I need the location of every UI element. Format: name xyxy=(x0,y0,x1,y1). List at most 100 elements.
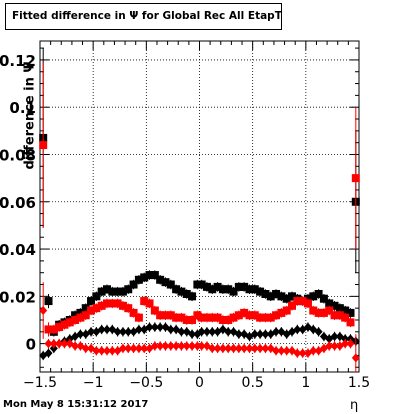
data-point-square xyxy=(224,315,233,324)
data-point-square xyxy=(202,313,211,322)
data-point-square xyxy=(188,292,197,301)
data-point-diamond xyxy=(293,324,302,334)
data-point-square xyxy=(319,294,328,303)
data-point-square xyxy=(166,280,175,289)
data-point-diamond xyxy=(102,324,111,334)
data-point-square xyxy=(134,313,143,322)
data-point-diamond xyxy=(197,327,206,337)
data-point-square xyxy=(256,287,265,296)
data-point-square xyxy=(351,174,360,183)
data-point-diamond xyxy=(182,341,191,351)
data-point-square xyxy=(330,311,339,320)
data-point-square xyxy=(218,315,227,324)
data-point-diamond xyxy=(224,343,233,353)
data-point-diamond xyxy=(156,322,165,332)
data-point-diamond xyxy=(224,327,233,337)
data-point-square xyxy=(145,299,154,308)
data-point-diamond xyxy=(166,341,175,351)
data-point-square xyxy=(108,299,117,308)
data-point-square xyxy=(293,297,302,306)
data-point-diamond xyxy=(325,341,334,351)
data-point-diamond xyxy=(97,346,106,356)
data-point-square xyxy=(39,141,48,150)
data-point-diamond xyxy=(177,327,186,337)
data-point-square xyxy=(134,275,143,284)
x-tick-label: 1 xyxy=(301,375,310,391)
data-point-square xyxy=(76,313,85,322)
data-point-diamond xyxy=(250,329,259,339)
data-point-square xyxy=(55,323,64,332)
data-point-square xyxy=(314,308,323,317)
data-point-diamond xyxy=(39,306,48,316)
data-point-diamond xyxy=(330,332,339,342)
x-tick-label: −0.5 xyxy=(129,375,163,391)
data-point-square xyxy=(213,313,222,322)
data-point-square xyxy=(277,292,286,301)
data-point-diamond xyxy=(150,341,159,351)
x-tick-label: 1.5 xyxy=(348,375,370,391)
data-point-diamond xyxy=(298,348,307,358)
data-point-diamond xyxy=(172,341,181,351)
data-point-square xyxy=(240,308,249,317)
data-point-diamond xyxy=(108,346,117,356)
data-point-diamond xyxy=(250,343,259,353)
data-point-square xyxy=(49,325,58,334)
data-point-square xyxy=(60,320,69,329)
data-point-diamond xyxy=(234,343,243,353)
data-point-square xyxy=(140,273,149,282)
data-point-square xyxy=(150,306,159,315)
data-point-diamond xyxy=(272,327,281,337)
y-tick-label: 0.12 xyxy=(0,52,36,70)
data-point-square xyxy=(309,306,318,315)
data-point-square xyxy=(108,287,117,296)
data-point-diamond xyxy=(156,341,165,351)
data-point-square xyxy=(129,280,138,289)
data-point-diamond xyxy=(102,346,111,356)
data-point-square xyxy=(325,299,334,308)
data-point-diamond xyxy=(261,343,270,353)
data-point-square xyxy=(81,304,90,313)
data-point-square xyxy=(65,318,74,327)
data-point-diamond xyxy=(92,346,101,356)
y-axis-label: difference in Ψ xyxy=(22,61,38,170)
data-point-square xyxy=(129,308,138,317)
data-point-square xyxy=(71,315,80,324)
data-point-square xyxy=(319,308,328,317)
data-point-square xyxy=(277,308,286,317)
x-tick-label: −1.5 xyxy=(23,375,57,391)
data-point-square xyxy=(161,278,170,287)
data-point-square xyxy=(261,313,270,322)
data-point-square xyxy=(150,271,159,280)
data-point-square xyxy=(193,311,202,320)
data-point-square xyxy=(282,294,291,303)
data-point-diamond xyxy=(256,329,265,339)
data-point-diamond xyxy=(140,343,149,353)
data-point-square xyxy=(335,311,344,320)
data-point-square xyxy=(172,313,181,322)
data-point-square xyxy=(102,285,111,294)
data-point-square xyxy=(177,287,186,296)
data-point-square xyxy=(182,289,191,298)
data-point-diamond xyxy=(351,353,360,363)
data-point-square xyxy=(335,304,344,313)
data-point-diamond xyxy=(150,322,159,332)
data-point-diamond xyxy=(129,343,138,353)
data-point-diamond xyxy=(234,329,243,339)
data-point-square xyxy=(250,285,259,294)
data-point-diamond xyxy=(81,343,90,353)
data-point-square xyxy=(272,311,281,320)
data-point-square xyxy=(346,308,355,317)
y-tick-label: 0.1 xyxy=(9,99,36,117)
x-tick-label: 0.5 xyxy=(242,375,264,391)
data-point-square xyxy=(266,292,275,301)
data-point-square xyxy=(44,297,53,306)
data-point-square xyxy=(288,301,297,310)
data-point-square xyxy=(177,313,186,322)
data-point-diamond xyxy=(193,341,202,351)
data-point-diamond xyxy=(124,327,133,337)
data-point-square xyxy=(250,311,259,320)
data-point-square xyxy=(208,313,217,322)
data-point-square xyxy=(44,325,53,334)
data-point-square xyxy=(172,285,181,294)
data-point-diamond xyxy=(124,343,133,353)
